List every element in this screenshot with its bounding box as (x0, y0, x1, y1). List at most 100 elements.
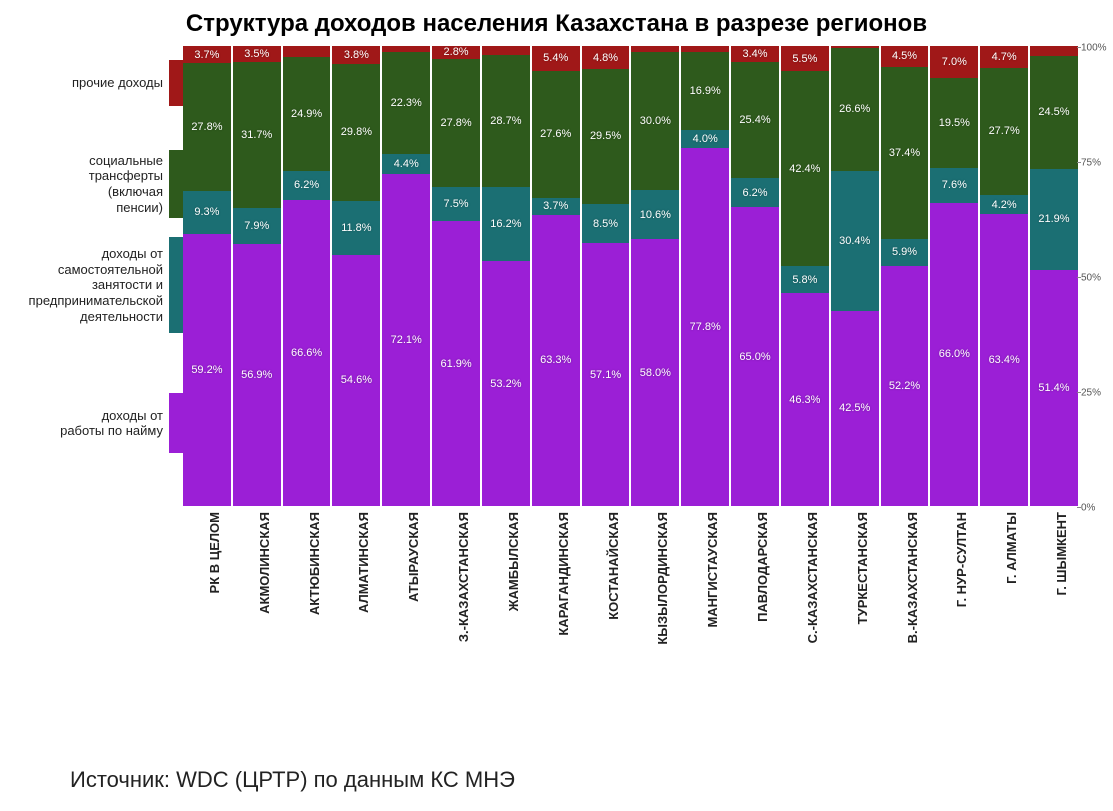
legend-label: социальныетрансферты(включаяпенсии) (10, 153, 165, 215)
segment-label: 63.4% (989, 354, 1020, 366)
segment-label: 7.5% (444, 198, 469, 210)
segment-wages: 42.5% (831, 311, 879, 507)
segment-self: 7.6% (930, 168, 978, 203)
segment-label: 3.7% (194, 49, 219, 61)
segment-label: 24.9% (291, 108, 322, 120)
segment-wages: 63.4% (980, 214, 1028, 506)
segment-other: 4.7% (980, 46, 1028, 68)
y-tick: 100% (1081, 43, 1107, 54)
bar-15: 66.0%7.6%19.5%7.0% (930, 46, 978, 506)
segment-label: 7.9% (244, 220, 269, 232)
segment-label: 28.7% (490, 115, 521, 127)
segment-label: 54.6% (341, 374, 372, 386)
segment-other: 5.4% (532, 46, 580, 71)
segment-transfers: 25.4% (731, 62, 779, 179)
bar-5: 61.9%7.5%27.8%2.8% (432, 46, 480, 506)
y-tick: 75% (1081, 158, 1101, 169)
segment-label: 30.4% (839, 235, 870, 247)
segment-label: 7.6% (942, 179, 967, 191)
segment-self: 6.2% (731, 178, 779, 207)
segment-label: 3.8% (344, 49, 369, 61)
segment-transfers: 19.5% (930, 78, 978, 168)
legend: прочие доходы социальныетрансферты(включа… (8, 46, 183, 506)
source-text: Источник: WDC (ЦРТР) по данным КС МНЭ (70, 767, 515, 793)
segment-wages: 63.3% (532, 215, 580, 506)
bar-0: 59.2% 9.3%27.8% 3.7% (183, 46, 231, 506)
segment-label: 46.3% (789, 394, 820, 406)
segment-wages: 66.0% (930, 203, 978, 506)
segment-transfers: 37.4% (881, 67, 929, 239)
segment-label: 30.0% (640, 115, 671, 127)
y-tick: 25% (1081, 388, 1101, 399)
segment-wages: 51.4% (1030, 270, 1078, 506)
segment-self: 11.8% (332, 201, 380, 255)
segment-other: 5.5% (781, 46, 829, 71)
y-tick: 0% (1081, 503, 1095, 514)
segment-label: 53.2% (490, 378, 521, 390)
bar-11: 65.0%6.2%25.4%3.4% (731, 46, 779, 506)
segment-wages: 58.0% (631, 239, 679, 506)
segment-label: 21.9% (1038, 213, 1069, 225)
x-label: Г. ШЫМКЕНТ (1030, 512, 1078, 687)
segment-label: 29.8% (341, 126, 372, 138)
x-label: ПАВЛОДАРСКАЯ (731, 512, 779, 687)
segment-other: 3.5% (233, 46, 281, 62)
legend-label: прочие доходы (10, 75, 165, 91)
x-label: КЫЗЫЛОРДИНСКАЯ (631, 512, 679, 687)
segment-other (831, 46, 879, 48)
segment-wages: 57.1% (582, 243, 630, 506)
segment-transfers: 28.7% (482, 55, 530, 187)
bar-3: 54.6% 11.8% 29.8% 3.8% (332, 46, 380, 506)
segment-transfers: 42.4% (781, 71, 829, 266)
segment-self: 16.2% (482, 187, 530, 262)
segment-other (681, 46, 729, 52)
x-label: З.-КАЗАХСТАНСКАЯ (432, 512, 480, 687)
segment-label: 5.9% (892, 246, 917, 258)
segment-other (1030, 46, 1078, 56)
segment-other: 4.8% (582, 46, 630, 68)
segment-label: 27.8% (440, 117, 471, 129)
segment-transfers: 27.8% (432, 59, 480, 187)
segment-transfers: 30.0% (631, 52, 679, 190)
legend-label: доходы отсамостоятельнойзанятости ипредп… (10, 246, 165, 324)
x-label: В.-КАЗАХСТАНСКАЯ (881, 512, 929, 687)
segment-label: 72.1% (391, 334, 422, 346)
bar-14: 52.2%5.9%37.4%4.5% (881, 46, 929, 506)
segment-label: 66.0% (939, 348, 970, 360)
segment-self: 5.9% (881, 239, 929, 266)
segment-label: 27.6% (540, 128, 571, 140)
x-label: АЛМАТИНСКАЯ (332, 512, 380, 687)
legend-item-transfers: социальныетрансферты(включаяпенсии) (10, 150, 183, 218)
segment-wages: 54.6% (332, 255, 380, 506)
segment-self: 4.0% (681, 130, 729, 148)
segment-label: 5.4% (543, 52, 568, 64)
segment-label: 57.1% (590, 369, 621, 381)
segment-label: 4.2% (992, 199, 1017, 211)
segment-self: 8.5% (582, 204, 630, 243)
x-label: ЖАМБЫЛСКАЯ (482, 512, 530, 687)
segment-self: 9.3% (183, 191, 231, 234)
bars-container: 59.2%9.3%27.8%3.7%56.9%7.9%31.7%3.5%66.6… (183, 46, 1078, 687)
segment-transfers: 24.9% (283, 57, 331, 172)
segment-label: 22.3% (391, 97, 422, 109)
x-label: Г. АЛМАТЫ (980, 512, 1028, 687)
legend-item-self: доходы отсамостоятельнойзанятости ипредп… (10, 237, 183, 333)
segment-label: 52.2% (889, 380, 920, 392)
segment-label: 16.9% (690, 85, 721, 97)
segment-transfers: 27.8% (183, 63, 231, 191)
segment-wages: 46.3% (781, 293, 829, 506)
segment-other: 3.4% (731, 46, 779, 62)
segment-wages: 61.9% (432, 221, 480, 506)
segment-transfers: 31.7% (233, 62, 281, 208)
segment-label: 59.2% (191, 364, 222, 376)
segment-label: 4.4% (394, 158, 419, 170)
segment-label: 5.5% (792, 53, 817, 65)
segment-other: 3.8% (332, 46, 380, 63)
chart-title: Структура доходов населения Казахстана в… (0, 0, 1113, 46)
bar-4: 72.1% 4.4% 22.3% (382, 46, 430, 506)
segment-self: 3.7% (532, 198, 580, 215)
segment-transfers: 27.6% (532, 71, 580, 198)
segment-label: 4.8% (593, 52, 618, 64)
segment-other: 3.7% (183, 46, 231, 63)
segment-self: 7.5% (432, 187, 480, 222)
